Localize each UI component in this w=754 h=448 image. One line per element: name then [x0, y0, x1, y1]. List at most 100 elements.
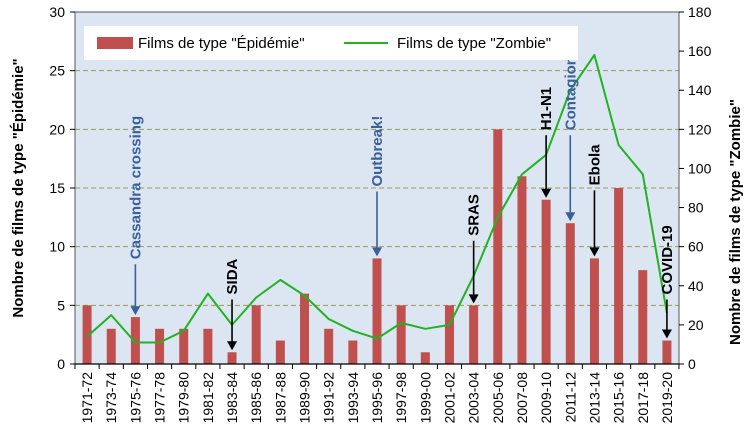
y-right-tick-label: 160	[688, 43, 712, 59]
y-left-tick-label: 15	[49, 180, 65, 196]
annotation-arrow-head	[589, 247, 600, 257]
x-tick-label: 2011-12	[562, 372, 578, 423]
bar-1989-90	[300, 293, 310, 364]
y-right-tick-label: 20	[688, 317, 704, 333]
y-axis-title-right: Nombre de films de type "Zombie"	[727, 99, 744, 345]
y-left-tick-label: 10	[49, 239, 65, 255]
annotation-6: Ebola	[586, 144, 603, 257]
bar-1975-76	[130, 317, 140, 364]
annotation-arrow-head	[565, 212, 576, 222]
annotation-label: Contagion	[562, 56, 579, 130]
bar-2015-16	[614, 188, 624, 364]
x-tick-label: 1989-90	[297, 372, 313, 424]
legend-box	[84, 26, 578, 60]
x-tick-label: 1975-76	[127, 372, 143, 424]
x-tick-label: 2009-10	[538, 372, 554, 424]
x-tick-label: 2005-06	[490, 372, 506, 424]
y-left-tick-label: 0	[57, 356, 65, 372]
y-right-tick-label: 80	[688, 200, 704, 216]
annotation-label: SIDA	[224, 258, 241, 294]
zombie-series-line	[86, 54, 668, 344]
x-tick-label: 1995-96	[369, 372, 385, 424]
bar-1971-72	[82, 305, 92, 364]
y-right-tick-label: 140	[688, 82, 712, 98]
x-tick-label: 1973-74	[103, 372, 119, 424]
y-left-tick-label: 30	[49, 4, 65, 20]
bar-1973-74	[106, 328, 116, 364]
x-tick-label: 1997-98	[393, 372, 409, 424]
annotation-1: SIDA	[224, 258, 241, 351]
bar-2005-06	[493, 129, 503, 364]
bar-2011-12	[565, 223, 575, 364]
bar-1995-96	[372, 258, 382, 364]
annotation-0: Cassandra crossing	[127, 116, 144, 316]
x-tick-label: 1983-84	[224, 372, 240, 424]
x-tick-label: 2017-18	[635, 372, 651, 424]
bar-1987-88	[275, 340, 285, 364]
x-tick-label: 2015-16	[611, 372, 627, 424]
bar-2017-18	[638, 270, 648, 364]
annotation-5: Contagion	[562, 56, 579, 222]
grid-lines	[75, 70, 679, 306]
bar-1999-00	[420, 352, 430, 364]
x-tick-label: 2003-04	[466, 372, 482, 424]
annotation-label: Cassandra crossing	[127, 116, 144, 259]
annotation-3: SRAS	[466, 194, 483, 304]
y-right-tick-label: 40	[688, 278, 704, 294]
bar-1991-92	[324, 328, 334, 364]
bar-1977-78	[155, 328, 165, 364]
legend: Films de type "Épidémie" Films de type "…	[84, 26, 578, 60]
bars	[82, 129, 672, 364]
bar-1979-80	[179, 328, 189, 364]
x-tick-label: 1977-78	[152, 372, 168, 424]
bar-1983-84	[227, 352, 237, 364]
x-tick-label: 1993-94	[345, 372, 361, 424]
annotation-7: COVID-19	[659, 225, 676, 339]
annotation-label: SRAS	[466, 194, 483, 236]
bar-2001-02	[444, 305, 454, 364]
x-tick-label: 2019-20	[659, 372, 675, 424]
y-right-tick-label: 180	[688, 4, 712, 20]
bar-1985-86	[251, 305, 261, 364]
annotation-arrow-head	[130, 306, 141, 316]
x-tick-label: 1985-86	[248, 372, 264, 424]
x-tick-label: 2001-02	[441, 372, 457, 424]
legend-label-zombie: Films de type "Zombie"	[397, 35, 551, 52]
annotation-arrow-head	[372, 247, 382, 257]
x-tick-label: 1981-82	[200, 372, 216, 424]
annotation-label: Ebola	[586, 144, 603, 185]
annotation-label: COVID-19	[659, 225, 676, 294]
legend-label-epidemie: Films de type "Épidémie"	[138, 35, 305, 52]
x-tick-label: 1987-88	[272, 372, 288, 424]
y-left-tick-label: 20	[49, 121, 65, 137]
annotations: Cassandra crossing SIDA Outbreak! SRAS H1-N1…	[127, 56, 676, 351]
bar-2003-04	[469, 305, 479, 364]
y-right-tick-label: 100	[688, 160, 712, 176]
bar-1997-98	[396, 305, 406, 364]
zombie-line	[86, 54, 668, 344]
y-left-tick-label: 25	[49, 63, 65, 79]
bar-1981-82	[203, 328, 213, 364]
x-tick-label: 1979-80	[176, 372, 192, 424]
bar-2007-08	[517, 176, 527, 364]
x-tick-label: 1999-00	[417, 372, 433, 424]
annotation-arrow-head	[468, 294, 479, 304]
y-right-tick-label: 120	[688, 121, 712, 137]
annotation-label: H1-N1	[538, 87, 555, 130]
x-tick-label: 2013-14	[586, 372, 602, 424]
y-left-tick-label: 5	[57, 297, 65, 313]
bar-2009-10	[541, 199, 551, 364]
annotation-2: Outbreak!	[369, 116, 386, 257]
bar-2019-20	[662, 340, 672, 364]
y-right-tick-label: 60	[688, 239, 704, 255]
annotation-arrow-head	[227, 341, 238, 351]
annotation-label: Outbreak!	[369, 116, 386, 187]
axes: 0 5 10 15 20 25 30 0 20 40 60 80 100 120 140 160 180 1971…	[49, 4, 711, 423]
x-tick-label: 2007-08	[514, 372, 530, 424]
annotation-arrow-head	[541, 188, 552, 198]
annotation-4: H1-N1	[538, 87, 555, 198]
x-tick-label: 1971-72	[79, 372, 95, 424]
legend-swatch-epidemie	[97, 37, 133, 49]
bar-1993-94	[348, 340, 358, 364]
x-tick-label: 1991-92	[321, 372, 337, 424]
